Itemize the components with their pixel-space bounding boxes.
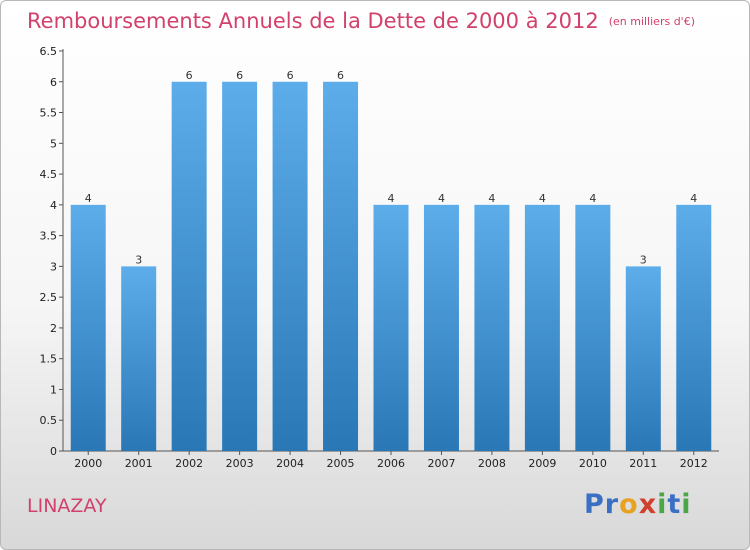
bar xyxy=(474,204,510,451)
bar-value-label: 4 xyxy=(85,192,92,205)
bar-value-label: 4 xyxy=(690,192,697,205)
x-tick-label: 2006 xyxy=(377,457,405,470)
x-tick-label: 2002 xyxy=(175,457,203,470)
x-tick-label: 2009 xyxy=(528,457,556,470)
chart-title: Remboursements Annuels de la Dette de 20… xyxy=(27,9,695,33)
x-tick-label: 2005 xyxy=(327,457,355,470)
x-tick-label: 2007 xyxy=(427,457,455,470)
y-tick-label: 1 xyxy=(50,383,57,396)
bar-value-label: 6 xyxy=(287,69,294,82)
logo-letter: t xyxy=(667,489,682,520)
bar-value-label: 4 xyxy=(539,192,546,205)
x-tick-label: 2012 xyxy=(680,457,708,470)
bar xyxy=(222,81,258,452)
logo-letter: r xyxy=(604,489,620,520)
y-tick-label: 3 xyxy=(50,260,57,273)
logo-letter: P xyxy=(584,489,605,520)
bar xyxy=(676,204,712,451)
y-tick-label: 0.5 xyxy=(40,414,58,427)
bar-value-label: 3 xyxy=(640,253,647,266)
logo-letter: x xyxy=(638,489,658,520)
y-tick-label: 2.5 xyxy=(40,291,58,304)
y-tick-label: 4.5 xyxy=(40,168,58,181)
bar xyxy=(373,204,409,451)
y-tick-label: 2 xyxy=(50,322,57,335)
bar-value-label: 6 xyxy=(337,69,344,82)
logo-letter: i xyxy=(681,489,692,520)
bar-value-label: 4 xyxy=(589,192,596,205)
x-tick-label: 2001 xyxy=(125,457,153,470)
y-tick-label: 0 xyxy=(50,445,57,458)
bar-value-label: 6 xyxy=(186,69,193,82)
bar-value-label: 4 xyxy=(438,192,445,205)
bar-value-label: 4 xyxy=(388,192,395,205)
commune-name: LINAZAY xyxy=(27,495,107,517)
y-tick-label: 4 xyxy=(50,199,57,212)
x-tick-label: 2008 xyxy=(478,457,506,470)
logo-letter: i xyxy=(657,489,668,520)
x-tick-label: 2010 xyxy=(579,457,607,470)
y-tick-label: 6 xyxy=(50,76,57,89)
chart-title-text: Remboursements Annuels de la Dette de 20… xyxy=(27,9,599,33)
bar xyxy=(575,204,611,451)
bar xyxy=(423,204,459,451)
bar xyxy=(524,204,560,451)
proxiti-logo: Proxiti xyxy=(584,489,692,520)
y-tick-label: 5 xyxy=(50,137,57,150)
bar-value-label: 3 xyxy=(135,253,142,266)
x-tick-label: 2000 xyxy=(74,457,102,470)
bar xyxy=(323,81,359,452)
logo-letter: o xyxy=(619,489,639,520)
x-tick-label: 2003 xyxy=(226,457,254,470)
x-tick-label: 2011 xyxy=(629,457,657,470)
bar xyxy=(121,266,157,451)
y-tick-label: 1.5 xyxy=(40,353,58,366)
bar-value-label: 6 xyxy=(236,69,243,82)
bar xyxy=(272,81,308,452)
y-tick-label: 5.5 xyxy=(40,107,58,120)
y-tick-label: 6.5 xyxy=(40,45,58,58)
chart-unit: (en milliers d'€) xyxy=(608,15,695,28)
x-tick-label: 2004 xyxy=(276,457,304,470)
bar-value-label: 4 xyxy=(488,192,495,205)
bar xyxy=(171,81,207,452)
bar xyxy=(625,266,661,451)
bar xyxy=(70,204,106,451)
y-tick-label: 3.5 xyxy=(40,230,58,243)
